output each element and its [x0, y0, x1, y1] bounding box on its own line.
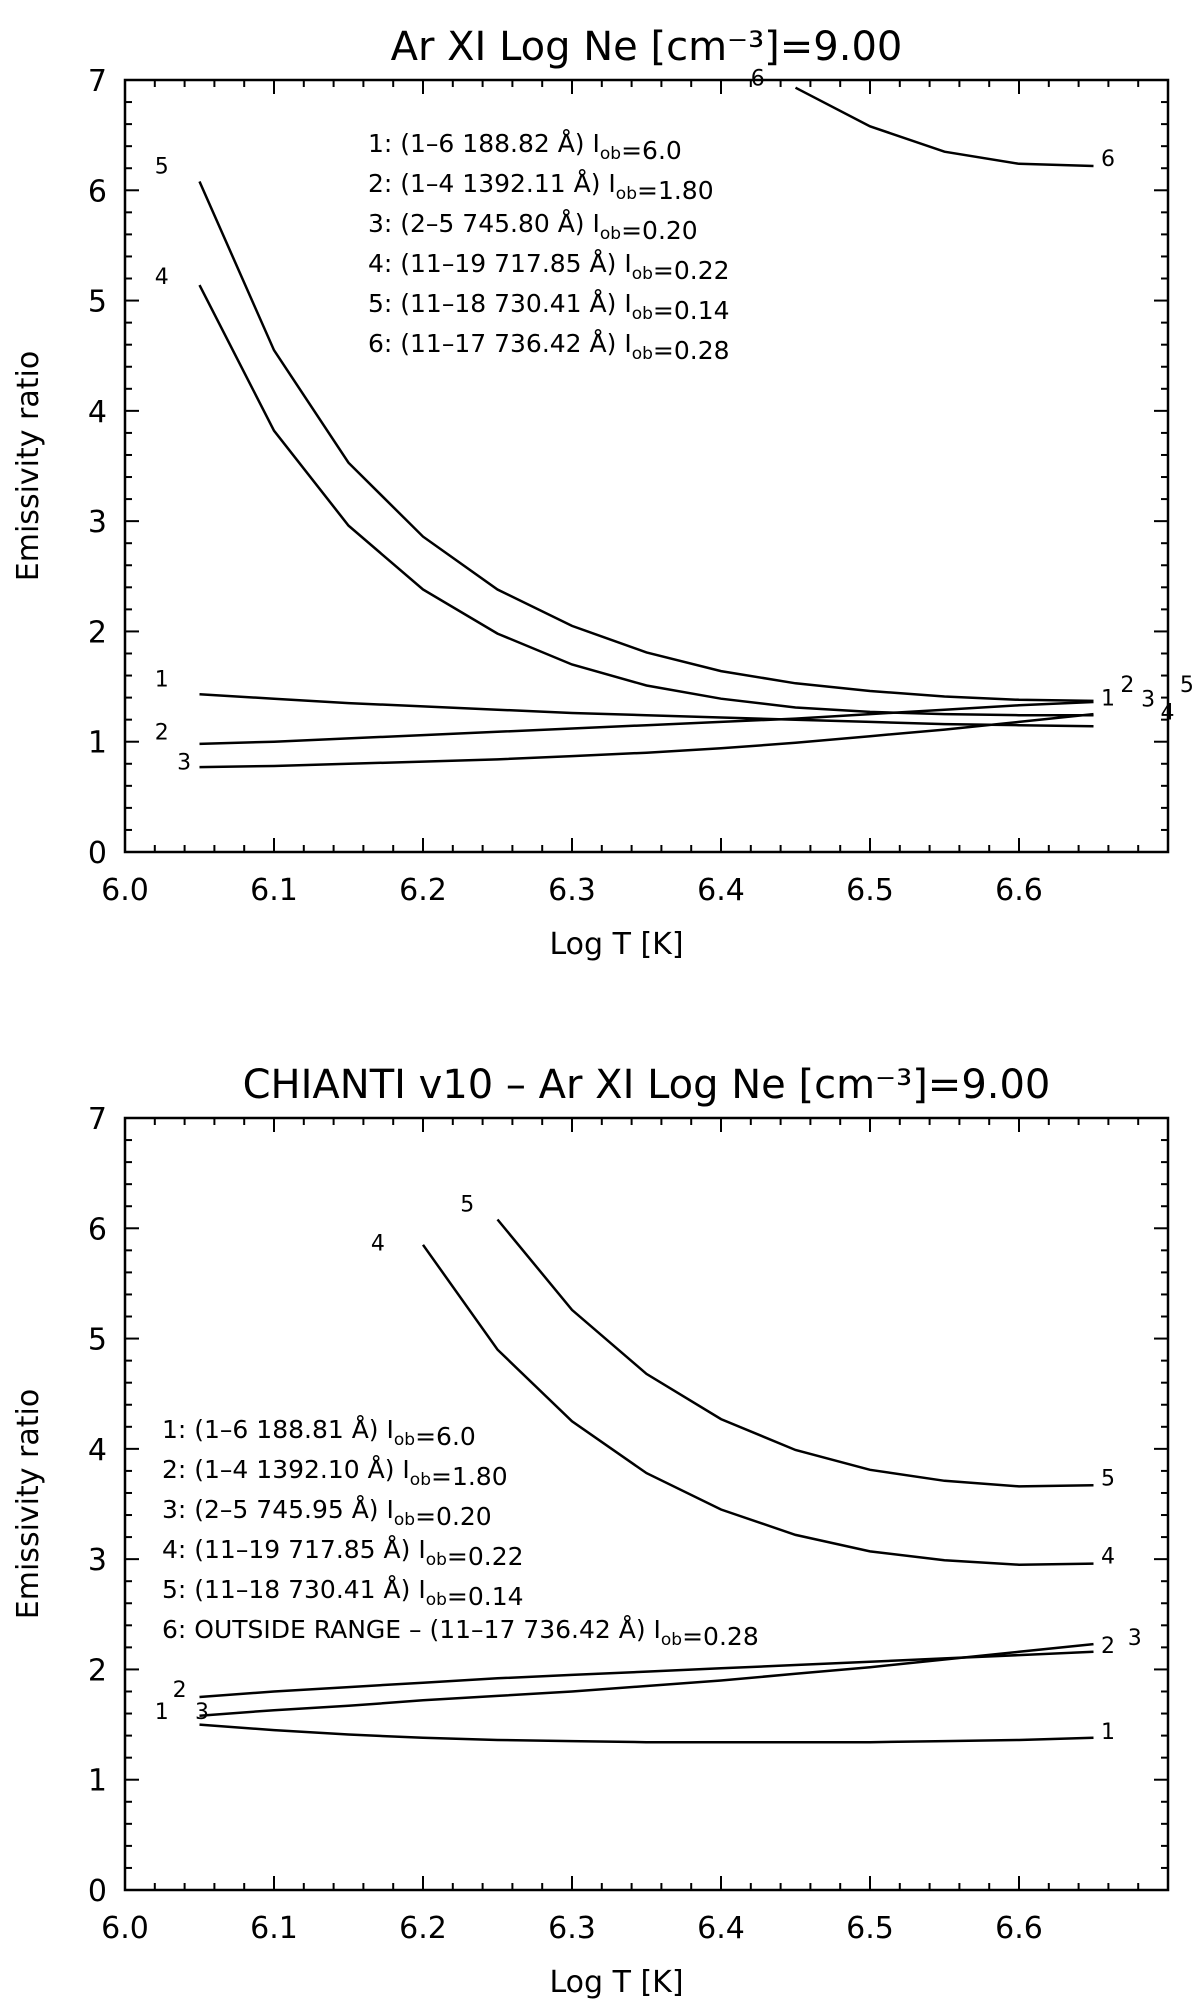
y-tick-label: 5	[88, 1323, 107, 1358]
x-tick-label: 6.5	[846, 873, 894, 908]
x-tick-label: 6.3	[548, 873, 596, 908]
x-axis-label: Log T [K]	[549, 1965, 683, 2000]
y-tick-label: 1	[88, 726, 107, 761]
x-axis-label: Log T [K]	[549, 927, 683, 962]
x-tick-label: 6.2	[399, 1911, 447, 1946]
y-tick-label: 0	[88, 836, 107, 871]
curve-label-right-2: 2	[1120, 673, 1134, 698]
plot-frame	[123, 1116, 1170, 1892]
curve-label-left-5: 5	[155, 155, 169, 180]
curve-label-right-4: 4	[1101, 1545, 1115, 1570]
curve-label-left-1: 1	[155, 668, 169, 693]
x-tick-label: 6.4	[697, 1911, 745, 1946]
x-tick-label: 6.4	[697, 873, 745, 908]
curve-label-right-3: 3	[1141, 687, 1155, 712]
series-line-4	[421, 1244, 1094, 1566]
legend-entry-4: 4: (11–19 717.85 Å) Iob=0.22	[368, 249, 730, 285]
curve-label-right-4: 4	[1161, 701, 1175, 726]
x-tick-label: 6.3	[548, 1911, 596, 1946]
curve-label-right-5: 5	[1101, 1466, 1115, 1491]
series-line-6	[794, 86, 1094, 168]
curve-label-left-3: 3	[195, 1700, 209, 1725]
y-tick-label: 6	[88, 1212, 107, 1247]
legend-entry-1: 1: (1–6 188.81 Å) Iob=6.0	[162, 1415, 476, 1451]
x-tick-label: 6.0	[101, 1911, 149, 1946]
series-line-3	[199, 1642, 1094, 1717]
legend-entry-3: 3: (2–5 745.80 Å) Iob=0.20	[368, 209, 698, 245]
chart-title: CHIANTI v10 – Ar XI Log Ne [cm⁻³]=9.00	[243, 1062, 1051, 1108]
curve-label-left-2: 2	[155, 721, 169, 746]
curve-label-left-4: 4	[371, 1231, 385, 1256]
y-tick-label: 7	[88, 1102, 107, 1137]
curve-label-left-5: 5	[460, 1193, 474, 1218]
y-axis-label: Emissivity ratio	[11, 1389, 46, 1619]
x-tick-label: 6.1	[250, 1911, 298, 1946]
y-tick-label: 0	[88, 1874, 107, 1909]
series-line-4	[198, 284, 1094, 717]
curve-label-right-5: 5	[1180, 673, 1194, 698]
curve-label-right-3: 3	[1128, 1626, 1142, 1651]
y-tick-label: 2	[88, 615, 107, 650]
x-tick-label: 6.5	[846, 1911, 894, 1946]
curve-label-left-3: 3	[177, 750, 191, 775]
x-tick-label: 6.1	[250, 873, 298, 908]
curve-label-left-4: 4	[155, 265, 169, 290]
y-tick-label: 6	[88, 174, 107, 209]
legend-entry-5: 5: (11–18 730.41 Å) Iob=0.14	[162, 1575, 524, 1611]
y-tick-label: 3	[88, 505, 107, 540]
y-tick-label: 4	[88, 1433, 107, 1468]
x-tick-label: 6.0	[101, 873, 149, 908]
legend-entry-4: 4: (11–19 717.85 Å) Iob=0.22	[162, 1535, 524, 1571]
curve-label-left-2: 2	[173, 1678, 187, 1703]
y-tick-label: 7	[88, 64, 107, 99]
y-axis-label: Emissivity ratio	[11, 351, 46, 581]
y-tick-label: 1	[88, 1764, 107, 1799]
curve-label-right-2: 2	[1101, 1634, 1115, 1659]
curve-label-right-6: 6	[1101, 147, 1115, 172]
curve-label-left-1: 1	[155, 1700, 169, 1725]
curve-label-right-1: 1	[1101, 686, 1115, 711]
x-tick-label: 6.6	[995, 1911, 1043, 1946]
legend-entry-2: 2: (1–4 1392.11 Å) Iob=1.80	[368, 169, 714, 205]
curve-label-right-1: 1	[1101, 1720, 1115, 1745]
legend-entry-6: 6: OUTSIDE RANGE – (11–17 736.42 Å) Iob=…	[162, 1615, 759, 1651]
x-tick-label: 6.2	[399, 873, 447, 908]
series-line-3	[199, 712, 1094, 769]
x-tick-label: 6.6	[995, 873, 1043, 908]
legend-entry-1: 1: (1–6 188.82 Å) Iob=6.0	[368, 129, 682, 165]
series-line-1	[199, 693, 1094, 728]
series-line-5	[496, 1218, 1094, 1488]
y-tick-label: 4	[88, 395, 107, 430]
series-line-2	[199, 700, 1094, 746]
chart-title: Ar XI Log Ne [cm⁻³]=9.00	[391, 24, 903, 70]
plot-frame	[123, 78, 1170, 854]
y-tick-label: 5	[88, 285, 107, 320]
series-line-1	[199, 1723, 1094, 1744]
legend-entry-5: 5: (11–18 730.41 Å) Iob=0.14	[368, 289, 730, 325]
series-line-5	[198, 180, 1094, 703]
legend-entry-3: 3: (2–5 745.95 Å) Iob=0.20	[162, 1495, 492, 1531]
y-tick-label: 2	[88, 1653, 107, 1688]
y-tick-label: 3	[88, 1543, 107, 1578]
curve-label-left-6: 6	[751, 67, 765, 92]
legend-entry-6: 6: (11–17 736.42 Å) Iob=0.28	[368, 329, 730, 365]
legend-entry-2: 2: (1–4 1392.10 Å) Iob=1.80	[162, 1455, 508, 1491]
